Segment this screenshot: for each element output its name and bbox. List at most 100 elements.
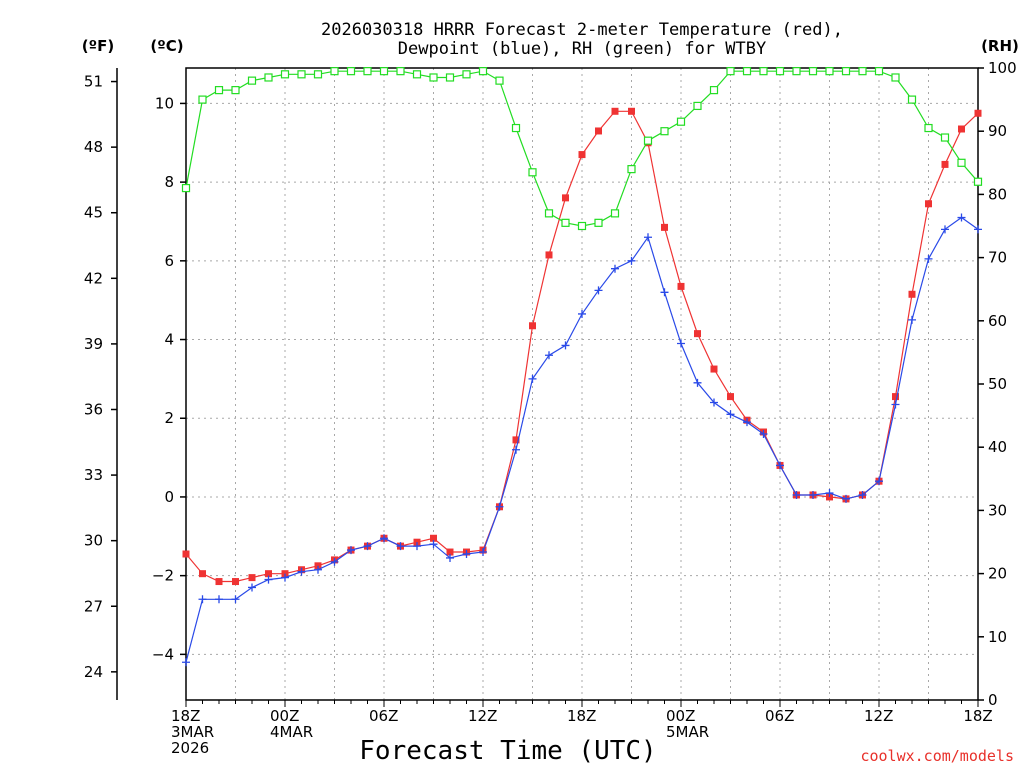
- dewpoint-point: [429, 540, 438, 549]
- temperature-point: [545, 251, 553, 259]
- rh-point: [429, 73, 438, 82]
- temperature-point: [430, 534, 437, 542]
- x-tick-label: 12Z: [468, 707, 497, 725]
- dewpoint-point: [512, 445, 520, 454]
- rh-point: [412, 70, 422, 79]
- credit-text: coolwx.com/models: [860, 747, 1014, 765]
- dewpoint-point: [891, 400, 900, 409]
- dewpoint-point: [809, 490, 817, 499]
- dewpoint-point: [858, 490, 867, 499]
- chart-title-line-2: Dewpoint (blue), RH (green) for WTBY: [398, 39, 766, 59]
- dewpoint-point: [314, 565, 322, 574]
- rh-point: [214, 86, 224, 95]
- fahrenheit-tick-label: 30: [84, 532, 103, 550]
- dewpoint-point: [413, 542, 421, 551]
- celsius-tick-label: 2: [164, 409, 174, 427]
- rh-unit-label: (RH): [981, 37, 1019, 55]
- dewpoint-point: [479, 548, 487, 557]
- temperature-point: [611, 107, 619, 115]
- dewpoint-point: [198, 595, 207, 604]
- temperature-point: [908, 290, 916, 298]
- rh-point: [511, 123, 521, 133]
- celsius-tick-label: 0: [164, 488, 174, 506]
- rh-point: [726, 67, 735, 76]
- rh-point: [577, 221, 587, 231]
- rh-point: [676, 117, 686, 126]
- celsius-tick-label: 8: [164, 173, 174, 191]
- temperature-point: [892, 393, 899, 401]
- dewpoint-point: [297, 567, 306, 576]
- dewpoint-point: [380, 534, 388, 543]
- dewpoint-point: [561, 341, 570, 350]
- temperature-point: [215, 578, 223, 586]
- rh-point: [594, 218, 603, 227]
- dewpoint-point: [446, 553, 454, 562]
- temperature-point: [727, 393, 734, 401]
- rh-point: [495, 76, 504, 85]
- celsius-unit-label: (ºC): [150, 37, 183, 55]
- dewpoint-point: [545, 351, 553, 360]
- dewpoint-point: [677, 339, 685, 348]
- dewpoint-point: [627, 256, 636, 265]
- rh-point: [709, 86, 719, 95]
- x-tick-label: 4MAR: [270, 723, 313, 741]
- rh-point: [231, 86, 240, 95]
- rh-tick-label: 50: [988, 375, 1007, 393]
- rh-tick-label: 40: [988, 438, 1007, 456]
- rh-line: [185, 70, 979, 227]
- rh-point: [858, 67, 867, 76]
- dewpoint-point: [231, 595, 240, 604]
- temperature-point: [974, 109, 982, 117]
- rh-point: [198, 95, 207, 104]
- temperature-point: [446, 548, 454, 556]
- fahrenheit-tick-label: 45: [84, 204, 103, 222]
- rh-point: [742, 67, 752, 76]
- dewpoint-point: [578, 309, 586, 318]
- dewpoint-point: [363, 542, 372, 551]
- rh-point: [940, 133, 950, 142]
- rh-point: [445, 73, 455, 82]
- dewpoint-point: [264, 575, 273, 584]
- dewpoint-point: [462, 550, 471, 559]
- rh-point: [313, 70, 323, 79]
- rh-point: [643, 136, 653, 145]
- temperature-point: [529, 322, 536, 330]
- rh-point: [181, 183, 191, 193]
- rh-point: [478, 67, 488, 76]
- dewpoint-series: [182, 213, 982, 667]
- rh-point: [874, 67, 884, 76]
- rh-tick-label: 30: [988, 501, 1007, 519]
- temperature-point: [661, 223, 668, 231]
- dewpoint-point: [792, 490, 801, 499]
- x-tick-label: 06Z: [765, 707, 794, 725]
- x-tick-label: 18Z: [567, 707, 596, 725]
- dewpoint-point: [330, 557, 339, 566]
- rh-point: [627, 165, 636, 174]
- rh-point: [528, 168, 537, 177]
- celsius-tick-label: 6: [164, 252, 174, 270]
- dewpoint-point: [842, 494, 850, 503]
- x-tick-label: 18Z: [963, 707, 992, 725]
- dewpoint-point: [941, 225, 949, 234]
- rh-point: [462, 70, 471, 79]
- fahrenheit-tick-label: 33: [84, 466, 103, 484]
- rh-point: [297, 70, 306, 79]
- rh-point: [396, 67, 405, 76]
- temperature-point: [265, 570, 272, 578]
- rh-point: [544, 209, 554, 218]
- rh-point: [363, 67, 372, 76]
- temperature-point: [710, 365, 718, 373]
- temperature-point: [941, 160, 949, 168]
- fahrenheit-tick-label: 48: [84, 138, 103, 156]
- rh-point: [330, 67, 339, 76]
- rh-point: [610, 209, 620, 218]
- temperature-point: [595, 127, 602, 135]
- rh-tick-label: 60: [988, 312, 1007, 330]
- rh-point: [759, 67, 768, 76]
- rh-tick-label: 20: [988, 565, 1007, 583]
- rh-tick-label: 80: [988, 185, 1007, 203]
- rh-point: [907, 95, 917, 104]
- temperature-point: [677, 282, 685, 290]
- rh-tick-label: 0: [988, 691, 998, 709]
